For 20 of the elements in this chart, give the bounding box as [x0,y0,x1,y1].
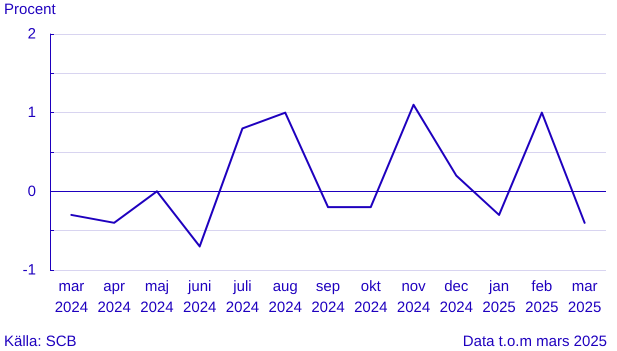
x-tick-label: mar 2024 [54,278,88,316]
text: Källa: SCB [4,333,77,350]
x-tick-label: jan 2025 [482,278,516,316]
y-axis-title: Procent [4,1,57,18]
x-tick-label: apr 2024 [97,278,131,316]
x-tick-label: okt 2024 [354,278,388,316]
x-tick-label: sep 2024 [311,278,345,316]
x-tick-label: feb 2025 [525,278,559,316]
x-tick-label: juni 2024 [183,278,216,316]
y-tick-label: -1 [22,262,36,278]
x-tick-label: maj 2024 [140,278,174,316]
x-tick-label: juli 2024 [226,278,260,316]
y-tick-label: 2 [28,26,36,42]
y-tick-label: 1 [28,104,36,122]
x-tick-label: aug 2024 [268,278,302,316]
x-tick-label: dec 2024 [440,278,473,316]
text: Data t.o.m mars 2025 [462,333,608,350]
x-tick-label: mar 2025 [568,278,602,316]
x-tick-label: nov 2024 [396,278,430,316]
y-tick-label: 0 [28,182,36,200]
